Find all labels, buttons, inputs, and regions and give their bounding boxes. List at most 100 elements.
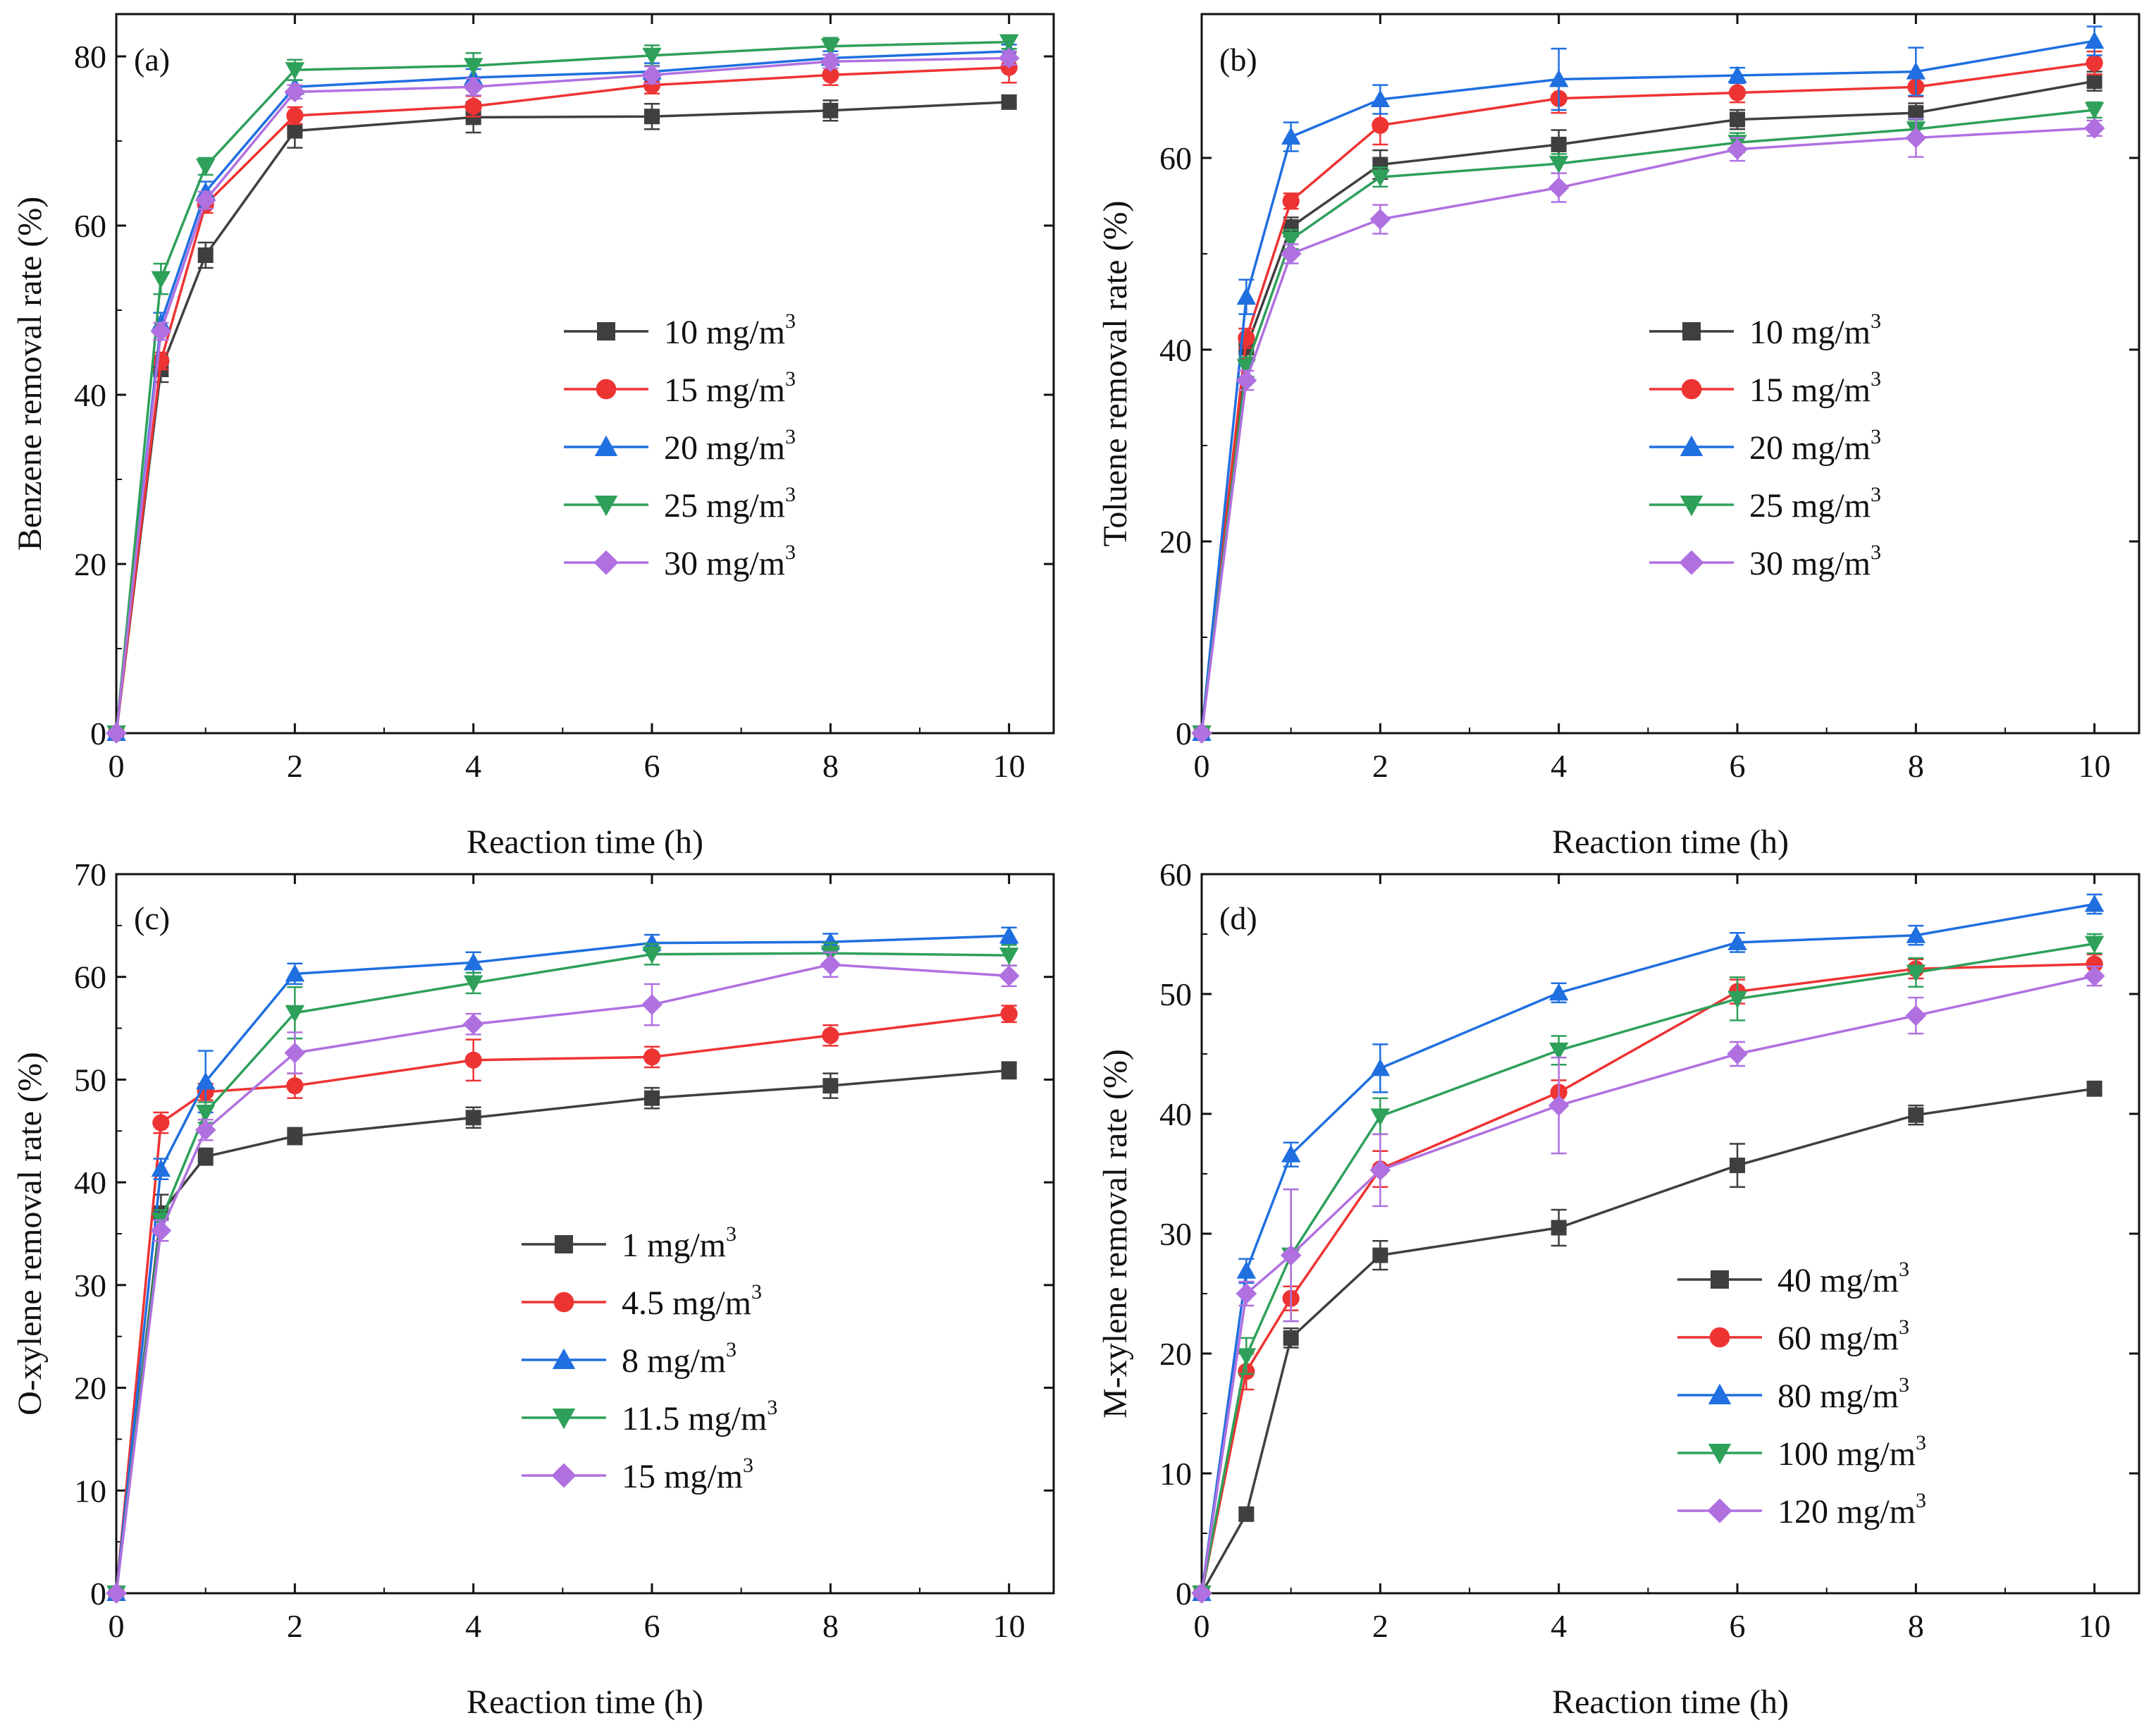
panel-b-series-3-point (1281, 127, 1301, 145)
panel-b-series-5-point (1727, 138, 1748, 160)
panel-d-series-5-point (1548, 1095, 1570, 1116)
panel-b-series-3-point (1370, 90, 1391, 108)
panel-b-series-5-line (1200, 127, 2095, 734)
panel-c-series-4-line (115, 952, 1009, 1594)
panel-a-legend-item-5: 30 mg/m3 (564, 541, 796, 582)
panel-a-legend-marker (594, 496, 618, 517)
panel-b-ylabel: Toluene removal rate (%) (1097, 200, 1134, 546)
panel-d-legend-item-5: 120 mg/m3 (1677, 1489, 1926, 1530)
panel-d-series-1-point (1238, 1506, 1255, 1522)
panel-d-series-1-line (1200, 1087, 2095, 1594)
panel-b-legend-item-2: 15 mg/m3 (1649, 367, 1881, 409)
panel-a-series-5-point (820, 51, 842, 73)
panel-b-series-1-point (1730, 111, 1745, 128)
panel-d-series-5-point (1727, 1043, 1748, 1065)
panel-b-series-4-point (1548, 156, 1569, 173)
panel-b-legend-marker (1681, 379, 1702, 400)
panel-d-legend-marker (1707, 1498, 1732, 1523)
panel-d-series-4-point (1906, 964, 1926, 983)
panel-a-series-1-point (287, 123, 303, 139)
panel-b-series-5-point (1191, 723, 1212, 744)
panel-d-series-3 (1192, 893, 2105, 1601)
panel-d-series-3-point (1236, 1260, 1257, 1279)
panel-d-legend-marker (1708, 1444, 1732, 1465)
panel-a-series-5 (106, 47, 1020, 744)
panel-b-series-4-point (1370, 169, 1391, 187)
panel-a-series-4-point (642, 47, 662, 66)
panel-a-legend-marker (594, 435, 618, 456)
panel-d-label: (d) (1219, 900, 1257, 936)
panel-d-xtick-label: 4 (1551, 1608, 1567, 1644)
panel-b-series-1-line (1200, 80, 2095, 734)
panel-d-series-3-point (2084, 894, 2105, 912)
panel-a-series-4-point (999, 34, 1019, 52)
panel-c-xtick-label: 10 (993, 1608, 1025, 1644)
panel-b-series-2-point (1728, 84, 1747, 102)
panel-c: (c) Reaction time (h) O-xylene removal r… (11, 857, 1055, 1721)
panel-b-xtick-label: 8 (1908, 748, 1924, 784)
panel-d-ylabel: M-xylene removal rate (%) (1097, 1049, 1134, 1418)
panel-a-xtick-label: 4 (465, 748, 481, 784)
panel-d-legend-marker (1708, 1383, 1732, 1404)
panel-a-series-1-point (197, 247, 214, 263)
panel-d-xtick-label: 6 (1730, 1608, 1746, 1644)
panel-b-series-3-point (2084, 31, 2105, 49)
panel-b-series-1-point (1283, 219, 1299, 235)
panel-d-series-1-point (1283, 1330, 1299, 1346)
panel-d-legend-item-3: 80 mg/m3 (1677, 1373, 1909, 1415)
panel-c-legend-marker (552, 1409, 576, 1430)
panel-c-ytick-label: 10 (74, 1473, 106, 1509)
panel-b-xtick-label: 4 (1551, 748, 1567, 784)
panel-a-ytick-label: 0 (90, 716, 106, 751)
panel-a-series-1-point (823, 102, 839, 118)
panel-c-series-3-point (195, 1072, 216, 1090)
panel-d-xtick-label: 0 (1194, 1608, 1210, 1644)
panel-b-ytick-label: 40 (1159, 332, 1192, 368)
panel-c-legend-item-2: 4.5 mg/m3 (522, 1280, 762, 1322)
panel-a-legend-label: 20 mg/m3 (664, 425, 796, 467)
panel-b-legend-item-3: 20 mg/m3 (1649, 425, 1881, 467)
panel-a-xlabel: Reaction time (h) (467, 823, 703, 861)
panel-d-legend-item-1: 40 mg/m3 (1677, 1258, 1909, 1299)
panel-d-series-1-point (2086, 1081, 2102, 1097)
panel-b-ytick-label: 0 (1176, 716, 1192, 751)
panel-d-ytick-label: 60 (1159, 857, 1192, 892)
panel-c-ytick-label: 40 (74, 1165, 106, 1201)
panel-a-series-4-line (115, 40, 1009, 734)
panel-a-series-4 (106, 34, 1019, 743)
panel-b-series-5-point (1548, 177, 1570, 199)
panel-c-legend-marker (553, 1292, 574, 1313)
panel-a-frame (115, 13, 1055, 735)
panel-c-xtick-label: 2 (287, 1608, 303, 1644)
panel-b-legend-label: 10 mg/m3 (1749, 309, 1881, 351)
panel-b-legend-item-4: 25 mg/m3 (1649, 483, 1881, 524)
panel-b-series-3-line (1200, 39, 2095, 734)
panel-a-series-4-point (463, 58, 483, 75)
panel-c-series-3-point (285, 964, 305, 982)
panel-a-series-2-line (115, 66, 1009, 734)
panel-a-legend-label: 10 mg/m3 (664, 309, 796, 351)
panel-d-series-1 (1194, 1080, 2102, 1601)
panel-b-series-2-line (1200, 61, 2095, 734)
panel-b-legend-item-5: 30 mg/m3 (1649, 541, 1881, 582)
panel-a-series-5-point (106, 723, 127, 744)
panel-d-series-4-point (1236, 1348, 1257, 1366)
panel-c-series-3-point (151, 1159, 171, 1177)
panel-d-series-1-point (1372, 1247, 1388, 1263)
panel-a-series-1 (109, 94, 1017, 741)
panel-b: (b) Reaction time (h) Toluene removal ra… (1097, 13, 2140, 861)
panel-c-xtick-label: 4 (465, 1608, 481, 1644)
panel-b-legend-item-1: 10 mg/m3 (1649, 309, 1881, 351)
panel-a-series-4-point (195, 159, 216, 176)
panel-b-frame (1200, 13, 2140, 735)
panel-a-series-3-line (115, 50, 1009, 734)
panel-d-series-2-point (2086, 955, 2103, 973)
panel-d-ytick-label: 10 (1159, 1456, 1192, 1492)
panel-c-label: (c) (134, 900, 170, 936)
panel-b-xtick-label: 0 (1194, 748, 1210, 784)
panel-a-legend-label: 15 mg/m3 (664, 367, 796, 409)
panel-c-series-4-point (463, 975, 483, 993)
panel-a-xtick-label: 6 (644, 748, 660, 784)
panel-a-series-1-point (644, 109, 660, 125)
